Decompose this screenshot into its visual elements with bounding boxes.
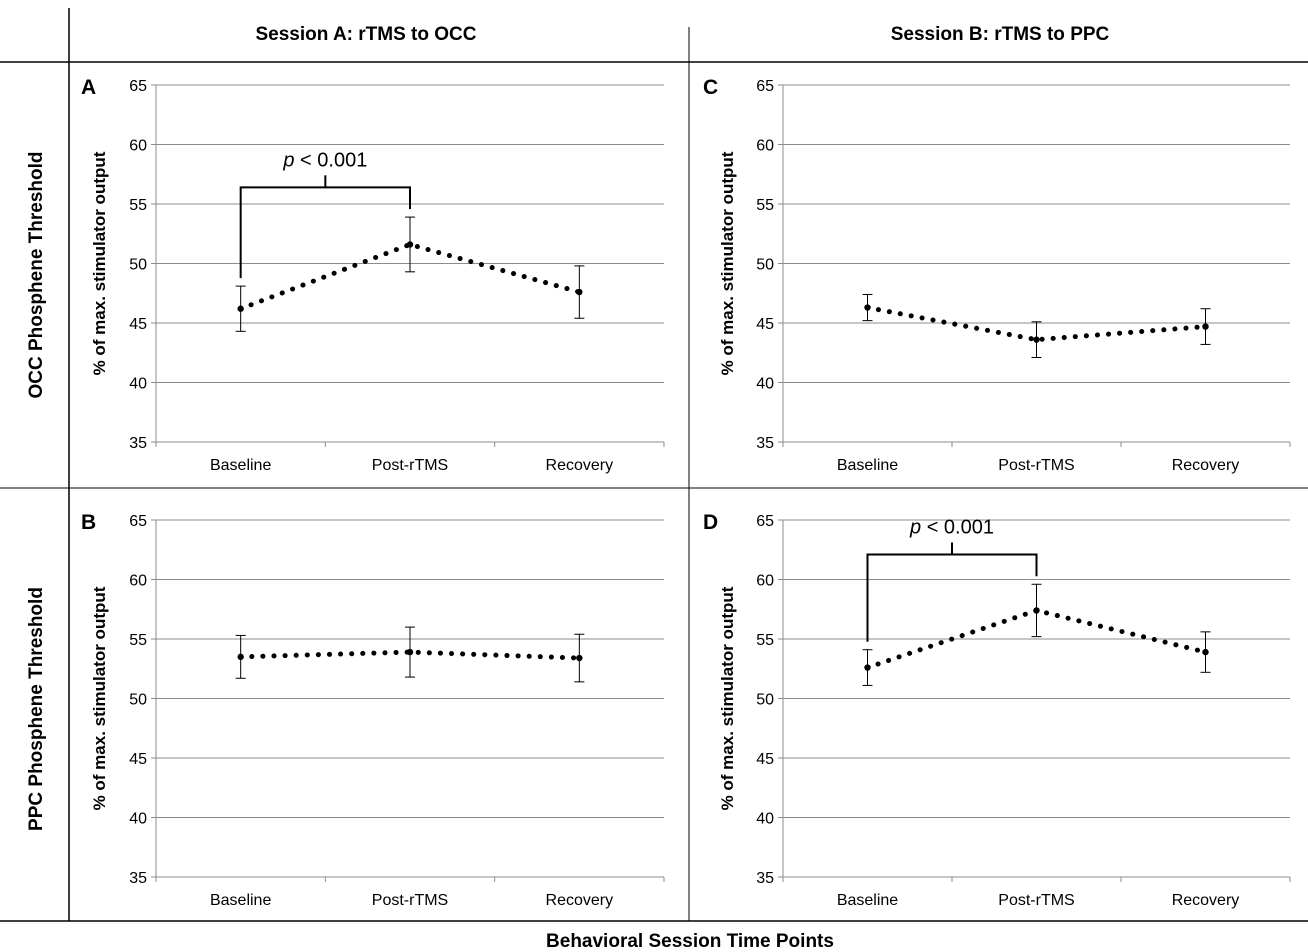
panel-a-series-line	[238, 241, 582, 312]
panel-a-y-tick-label: 50	[129, 257, 147, 274]
panel-c-data-point	[1033, 336, 1040, 343]
panel-a-y-tick-label: 65	[129, 78, 147, 95]
row-header-ppc: PPC Phosphene Threshold	[26, 587, 47, 831]
panel-b: 35 40 45 50 55 60 65 Baseline Post-rTMS Recovery%…	[81, 511, 665, 909]
panel-d-y-tick-label: 60	[756, 573, 774, 590]
panel-d-y-axis-label: % of max. stimulator output	[718, 586, 737, 810]
panel-c-y-tick-label: 50	[756, 257, 774, 274]
column-header-session-a: Session A: rTMS to OCC	[256, 24, 477, 45]
panel-d-x-tick-label: Recovery	[1172, 892, 1240, 909]
panel-b-y-tick-label: 60	[129, 573, 147, 590]
panel-d-y-tick-label: 50	[756, 692, 774, 709]
panel-d-data-point	[864, 664, 871, 671]
panel-a-letter: A	[81, 76, 96, 99]
panel-c-x-tick-label: Recovery	[1172, 457, 1240, 474]
panel-c-x-tick-label: Post-rTMS	[998, 457, 1074, 474]
panel-b-y-axis-label: % of max. stimulator output	[90, 586, 109, 810]
panel-d-significance-label: p < 0.001	[909, 517, 994, 539]
panel-c-y-tick-label: 60	[756, 138, 774, 155]
panel-a-y-tick-label: 35	[129, 435, 147, 452]
panel-d-y-tick-label: 55	[756, 632, 774, 649]
panel-a-y-tick-label: 55	[129, 197, 147, 214]
panel-a-data-point	[406, 241, 414, 248]
panel-d-data-point	[1033, 607, 1040, 614]
panel-b-y-tick-label: 65	[129, 513, 147, 530]
panel-c-y-tick-label: 40	[756, 376, 774, 393]
panel-a-x-tick-label: Baseline	[210, 457, 271, 474]
column-header-session-b: Session B: rTMS to PPC	[891, 24, 1110, 45]
panel-d-x-tick-label: Baseline	[837, 892, 898, 909]
panel-a-data-point	[576, 288, 583, 296]
footer-axis-title: Behavioral Session Time Points	[546, 931, 834, 952]
panel-a-y-axis-label: % of max. stimulator output	[90, 151, 109, 375]
panel-d-x-tick-label: Post-rTMS	[998, 892, 1074, 909]
panel-d-y-tick-label: 45	[756, 751, 774, 768]
panel-b-data-point	[576, 654, 583, 662]
panel-b-data-point	[237, 653, 244, 661]
panel-b-y-tick-label: 45	[129, 751, 147, 768]
panel-a: 35 40 45 50 55 60 65 Baseline Post-rTMS Recovery%…	[81, 76, 665, 474]
panel-a-significance-bracket	[239, 186, 411, 279]
panel-c-y-tick-label: 55	[756, 197, 774, 214]
panel-d-letter: D	[703, 511, 718, 534]
panel-c-y-tick-label: 65	[756, 78, 774, 95]
panel-b-y-tick-label: 35	[129, 870, 147, 887]
panel-b-series-line	[238, 649, 582, 661]
panel-c-letter: C	[703, 76, 718, 99]
panel-c-y-axis-label: % of max. stimulator output	[718, 151, 737, 375]
panel-d-y-tick-label: 40	[756, 811, 774, 828]
panel-a-x-tick-label: Recovery	[546, 457, 614, 474]
panel-d-data-point	[1202, 648, 1209, 656]
panel-b-letter: B	[81, 511, 96, 534]
panel-c-series-line	[865, 305, 1208, 343]
panel-b-y-tick-label: 50	[129, 692, 147, 709]
panel-d: 35 40 45 50 55 60 65 Baseline Post-rTMS Recovery%…	[703, 511, 1291, 909]
panel-b-y-tick-label: 55	[129, 632, 147, 649]
panel-c-data-point	[864, 304, 871, 311]
panel-a-significance-label: p < 0.001	[282, 149, 367, 171]
panel-a-y-tick-label: 40	[129, 376, 147, 393]
panel-d-significance-bracket	[866, 553, 1038, 642]
row-header-occ: OCC Phosphene Threshold	[26, 151, 47, 398]
panel-c-data-point	[1202, 323, 1209, 330]
panel-b-x-tick-label: Baseline	[210, 892, 271, 909]
panel-b-y-tick-label: 40	[129, 811, 147, 828]
panel-a-y-tick-label: 60	[129, 138, 147, 155]
panel-c-x-tick-label: Baseline	[837, 457, 898, 474]
panel-c-y-tick-label: 35	[756, 435, 774, 452]
panel-d-y-tick-label: 65	[756, 513, 774, 530]
panel-a-x-tick-label: Post-rTMS	[372, 457, 448, 474]
panel-b-x-tick-label: Post-rTMS	[372, 892, 448, 909]
panel-c-y-tick-label: 45	[756, 316, 774, 333]
panel-a-y-tick-label: 45	[129, 316, 147, 333]
panel-c: 35 40 45 50 55 60 65 Baseline Post-rTMS Recovery%…	[703, 76, 1291, 474]
panel-d-y-tick-label: 35	[756, 870, 774, 887]
panel-a-data-point	[237, 305, 244, 312]
panel-b-x-tick-label: Recovery	[546, 892, 614, 909]
panel-b-data-point	[406, 648, 414, 656]
